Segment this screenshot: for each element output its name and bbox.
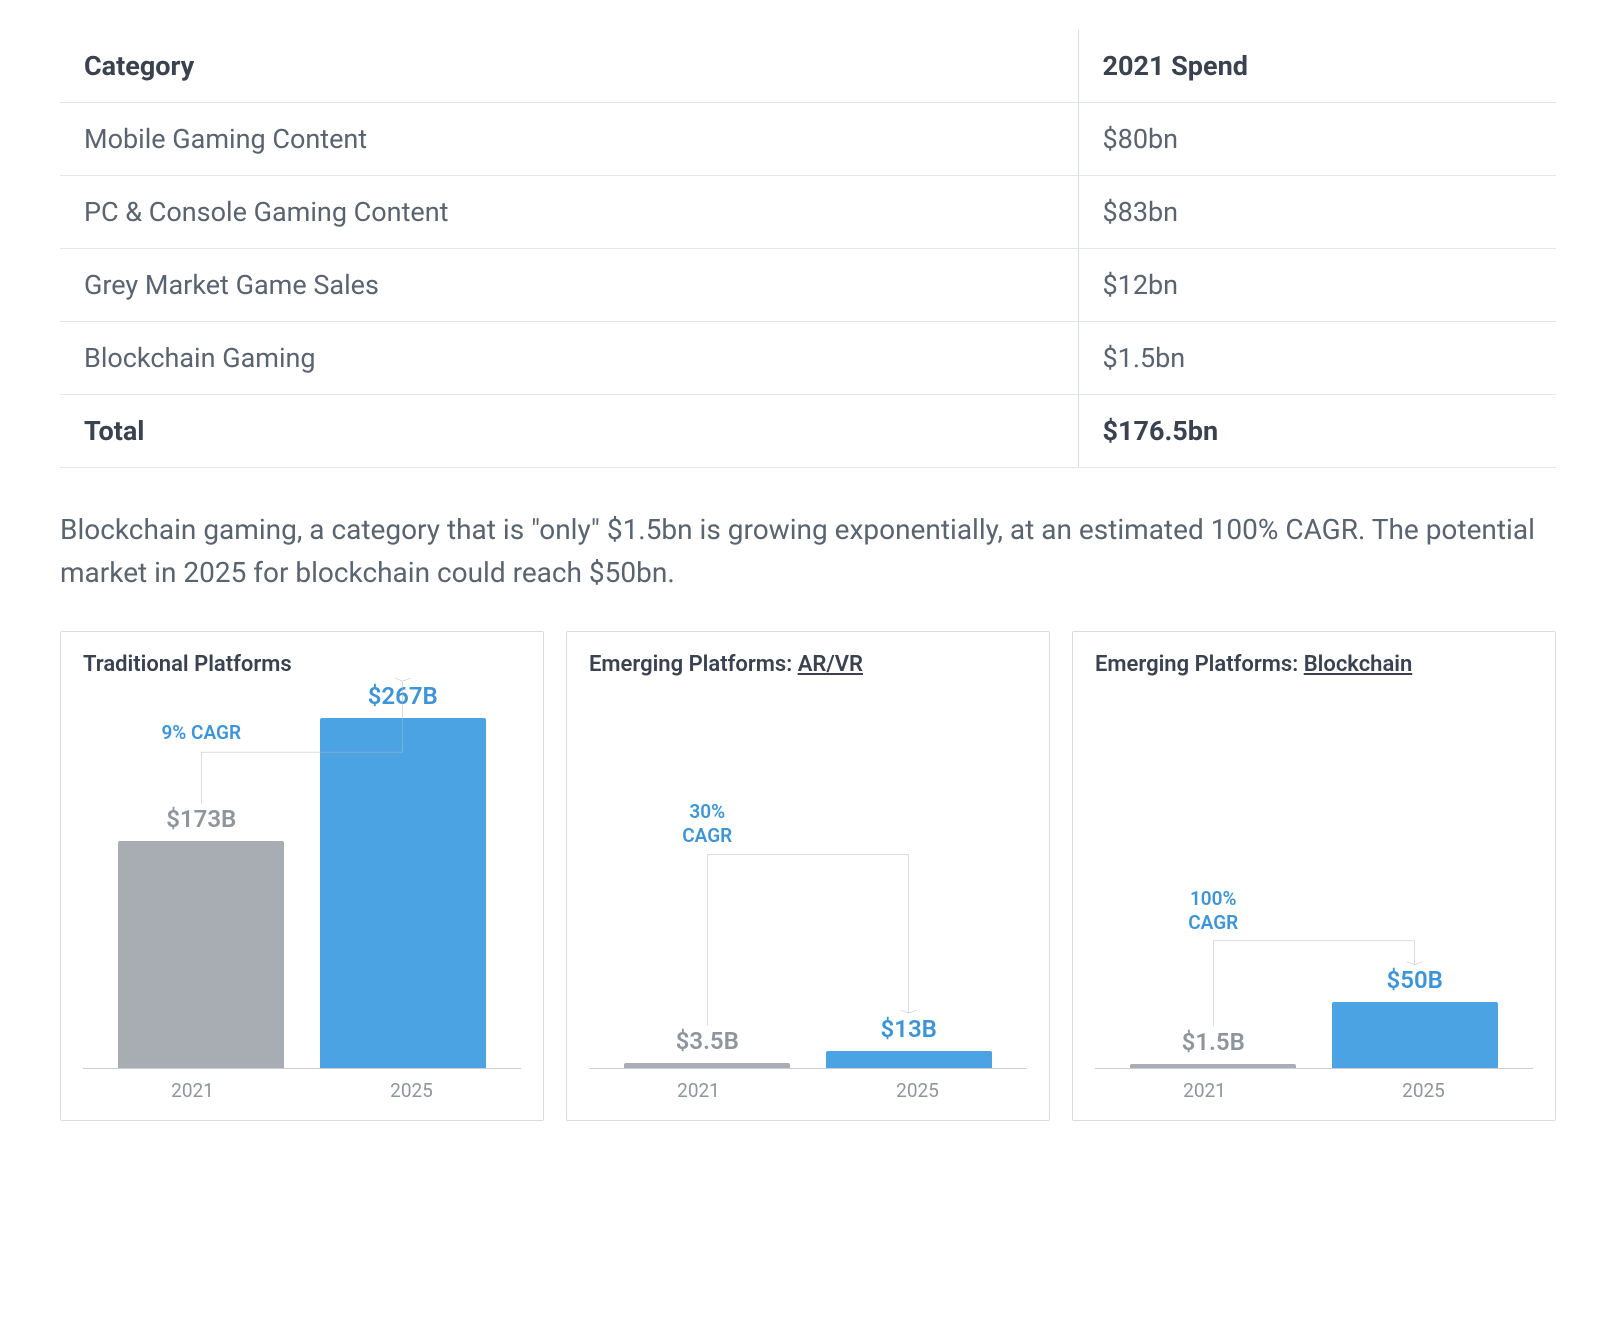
table-cell-total-label: Total [60, 395, 1078, 468]
bar-label-2025: $13B [826, 1015, 992, 1043]
chart-title-plain: Emerging Platforms: [589, 652, 798, 677]
table-cell-spend: $1.5bn [1078, 322, 1556, 395]
bar-2025 [826, 1051, 992, 1068]
chart-area: $173B$267B9% CAGR [83, 689, 521, 1069]
x-axis-label: 2025 [1402, 1079, 1445, 1102]
bar-label-2025: $267B [320, 682, 486, 710]
charts-row: Traditional Platforms$173B$267B9% CAGR20… [60, 631, 1556, 1121]
table-row: Blockchain Gaming$1.5bn [60, 322, 1556, 395]
body-paragraph: Blockchain gaming, a category that is "o… [60, 508, 1556, 595]
cagr-label: 9% CAGR [118, 721, 284, 745]
x-axis: 2021 2025 [1095, 1069, 1533, 1102]
x-axis-label: 2021 [677, 1079, 720, 1102]
table-cell-category: Grey Market Game Sales [60, 249, 1078, 322]
chart-title: Emerging Platforms: Blockchain [1095, 652, 1533, 677]
spend-table-container: Category 2021 Spend Mobile Gaming Conten… [60, 30, 1556, 468]
chart-title-plain: Emerging Platforms: [1095, 652, 1304, 677]
chart-card: Emerging Platforms: AR/VR $3.5B $13B 30%CAG… [566, 631, 1050, 1121]
spend-table: Category 2021 Spend Mobile Gaming Conten… [60, 30, 1556, 468]
bar-2021 [118, 841, 284, 1068]
table-row: Mobile Gaming Content$80bn [60, 103, 1556, 176]
table-row-total: Total$176.5bn [60, 395, 1556, 468]
bar-label-2021: $173B [118, 805, 284, 833]
x-axis-label: 2021 [171, 1079, 214, 1102]
chart-area: $1.5B $50B 100%CAGR [1095, 689, 1533, 1069]
chart-title: Emerging Platforms: AR/VR [589, 652, 1027, 677]
chart-area: $3.5B $13B 30%CAGR [589, 689, 1027, 1069]
x-axis-label: 2025 [390, 1079, 433, 1102]
bar-2025 [320, 718, 486, 1068]
table-cell-spend: $83bn [1078, 176, 1556, 249]
table-cell-spend: $80bn [1078, 103, 1556, 176]
chart-card: Emerging Platforms: Blockchain $1.5B $50B 1… [1072, 631, 1556, 1121]
x-axis: 2021 2025 [589, 1069, 1027, 1102]
table-row: Grey Market Game Sales$12bn [60, 249, 1556, 322]
x-axis-label: 2021 [1183, 1079, 1226, 1102]
table-cell-category: PC & Console Gaming Content [60, 176, 1078, 249]
chart-title: Traditional Platforms [83, 652, 521, 677]
table-cell-category: Mobile Gaming Content [60, 103, 1078, 176]
arrow-icon [589, 689, 1027, 1068]
bar-2021 [1130, 1064, 1296, 1068]
cagr-label: 100%CAGR [1130, 887, 1296, 935]
table-header-spend: 2021 Spend [1078, 30, 1556, 103]
table-cell-total-value: $176.5bn [1078, 395, 1556, 468]
cagr-label: 30%CAGR [624, 800, 790, 848]
chart-title-underlined: AR/VR [798, 652, 863, 677]
bar-2025 [1332, 1002, 1498, 1068]
table-row: PC & Console Gaming Content$83bn [60, 176, 1556, 249]
bar-label-2021: $3.5B [624, 1027, 790, 1055]
table-header-category: Category [60, 30, 1078, 103]
chart-card: Traditional Platforms$173B$267B9% CAGR20… [60, 631, 544, 1121]
chart-title-plain: Traditional Platforms [83, 652, 292, 677]
x-axis: 2021 2025 [83, 1069, 521, 1102]
table-cell-category: Blockchain Gaming [60, 322, 1078, 395]
bar-label-2021: $1.5B [1130, 1028, 1296, 1056]
bar-2021 [624, 1063, 790, 1068]
x-axis-label: 2025 [896, 1079, 939, 1102]
chart-title-underlined: Blockchain [1304, 652, 1413, 677]
table-cell-spend: $12bn [1078, 249, 1556, 322]
bar-label-2025: $50B [1332, 966, 1498, 994]
